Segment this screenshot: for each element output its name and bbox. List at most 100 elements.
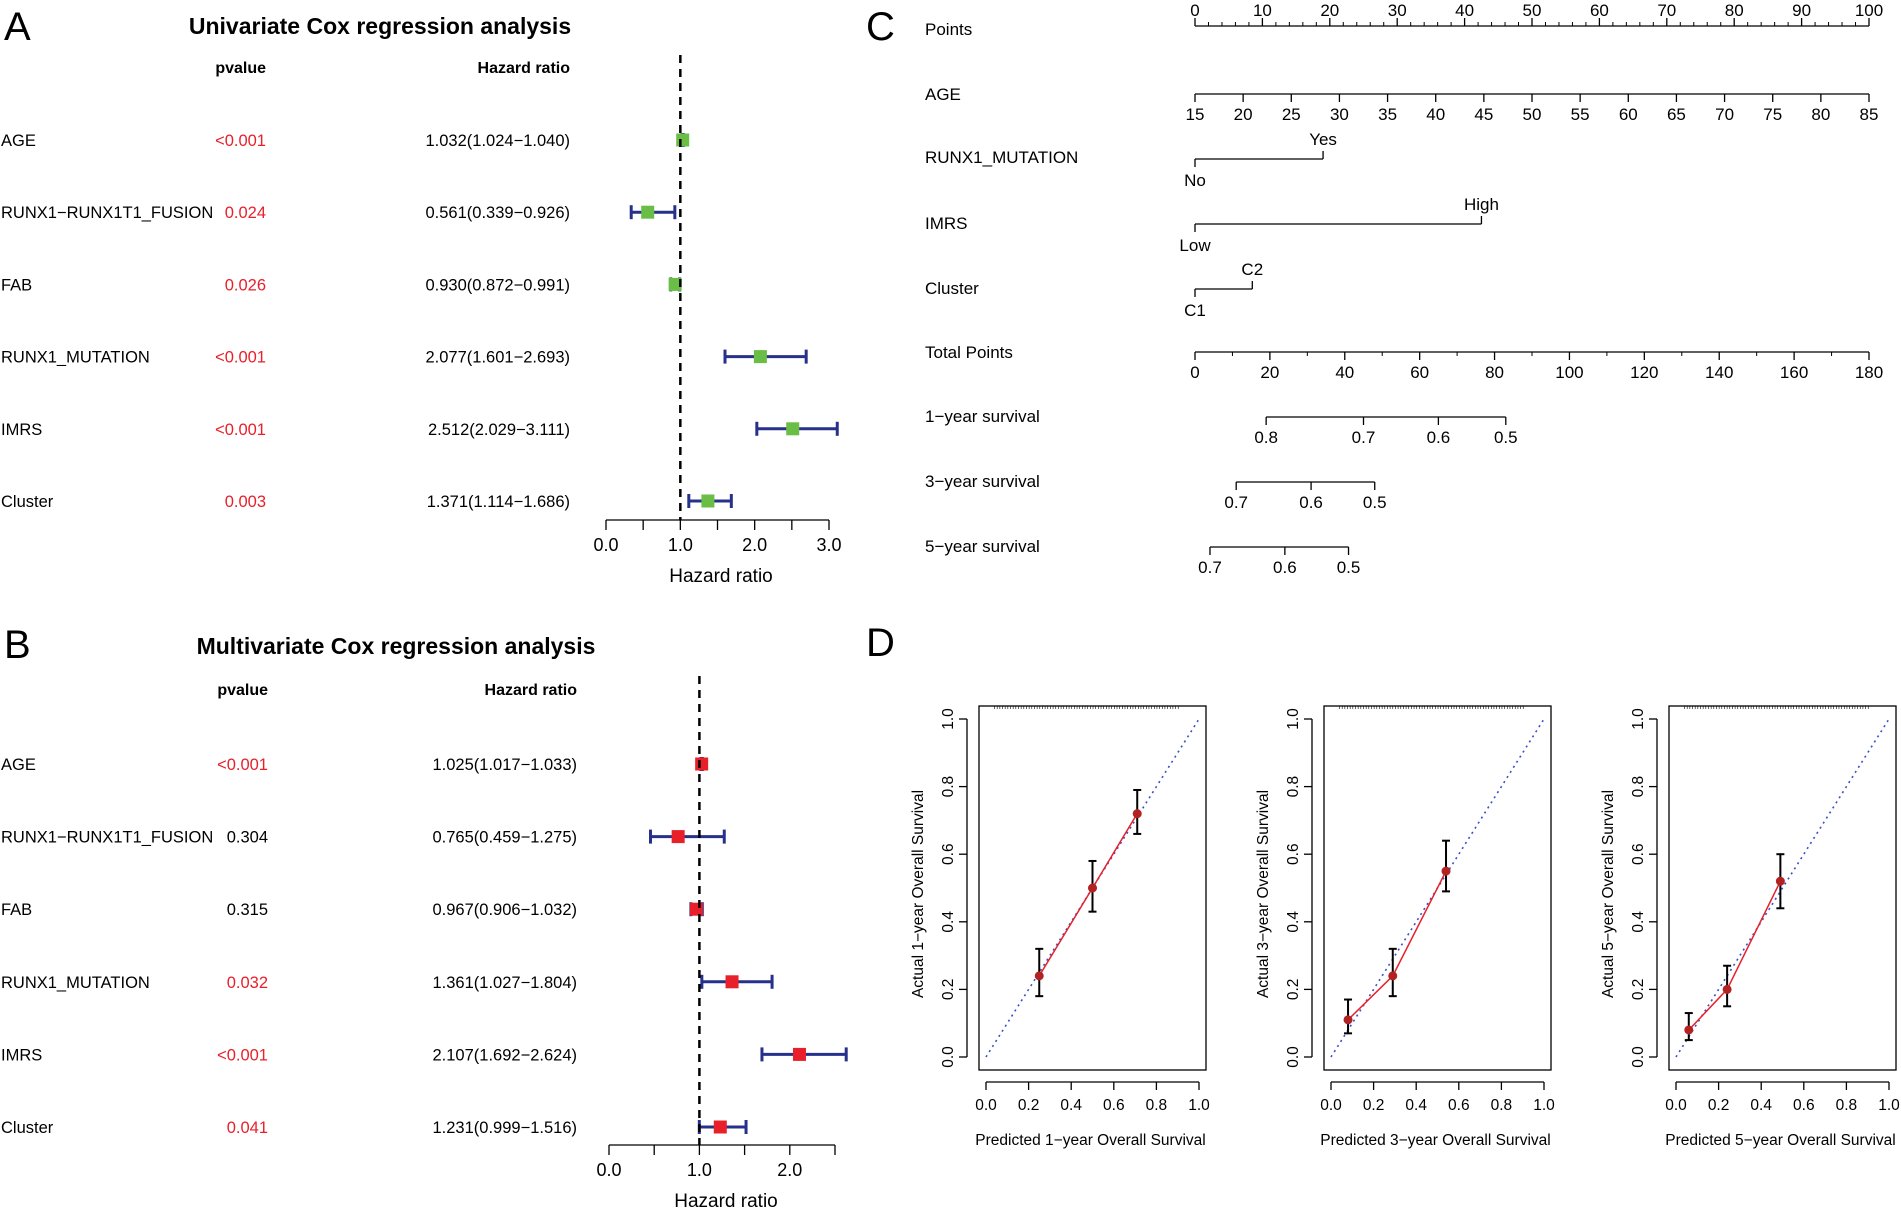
y-tick-label: 0.2 — [1285, 979, 1302, 1001]
age-tick-label: 60 — [1619, 105, 1638, 124]
total-points-tick-label: 0 — [1190, 363, 1199, 382]
calibration-point — [1441, 866, 1451, 876]
survival-label: 5−year survival — [925, 537, 1040, 556]
x-tick-label: 0.0 — [1665, 1097, 1687, 1114]
x-axis-title: Hazard ratio — [669, 566, 773, 587]
hr-marker — [701, 494, 715, 508]
age-tick-label: 30 — [1330, 105, 1349, 124]
row-hazard-ratio: 2.512(2.029−3.111) — [428, 421, 570, 439]
x-tick-label: 1.0 — [1188, 1097, 1210, 1114]
ideal-line — [1675, 718, 1890, 1058]
y-tick-label: 0.8 — [1630, 776, 1647, 798]
hr-marker — [689, 902, 703, 916]
row-hazard-ratio: 2.107(1.692−2.624) — [433, 1046, 578, 1064]
hazard-ratio-header: Hazard ratio — [485, 682, 578, 699]
age-tick-label: 50 — [1523, 105, 1542, 124]
points-tick-label: 60 — [1590, 1, 1609, 20]
hr-marker — [668, 277, 682, 291]
y-axis-title: Actual 1−year Overall Survival — [910, 790, 927, 998]
y-tick-label: 1.0 — [1630, 708, 1647, 730]
category-level-label: Low — [1179, 236, 1211, 255]
y-tick-label: 0.4 — [1285, 911, 1302, 933]
survival-tick-label: 0.5 — [1494, 428, 1518, 447]
x-tick-label: 0.8 — [1491, 1097, 1513, 1114]
row-label: IMRS — [1, 1046, 42, 1064]
panel-a-title: Univariate Cox regression analysis — [189, 13, 571, 39]
x-tick-label: 1.0 — [687, 1160, 712, 1180]
row-label: RUNX1−RUNX1T1_FUSION — [1, 204, 213, 222]
x-tick-label: 3.0 — [816, 535, 841, 555]
hazard-ratio-header: Hazard ratio — [478, 60, 571, 77]
calibration-point — [1132, 809, 1142, 819]
x-tick-label: 2.0 — [777, 1160, 802, 1180]
points-label: Points — [925, 20, 972, 39]
calibration-plot-box — [978, 705, 1207, 1071]
nomogram-row-label: RUNX1_MUTATION — [925, 148, 1078, 167]
calibration-fit-line — [1688, 880, 1782, 1031]
total-points-tick-label: 160 — [1780, 363, 1808, 382]
survival-tick-label: 0.7 — [1224, 493, 1248, 512]
calibration-point — [1775, 876, 1785, 886]
y-tick-label: 0.2 — [1630, 979, 1647, 1001]
y-tick-label: 0.6 — [940, 843, 957, 865]
x-tick-label: 0.6 — [1103, 1097, 1125, 1114]
category-level-label: Yes — [1309, 130, 1337, 149]
survival-tick-label: 0.7 — [1198, 558, 1222, 577]
hr-marker — [792, 1047, 806, 1061]
y-axis-title: Actual 5−year Overall Survival — [1600, 790, 1617, 998]
total-points-tick-label: 120 — [1630, 363, 1658, 382]
calibration-point — [1684, 1025, 1694, 1035]
age-tick-label: 35 — [1378, 105, 1397, 124]
hr-marker — [713, 1120, 727, 1134]
survival-label: 3−year survival — [925, 472, 1040, 491]
points-tick-label: 20 — [1320, 1, 1339, 20]
y-tick-label: 1.0 — [1285, 708, 1302, 730]
x-tick-label: 0.0 — [596, 1160, 621, 1180]
row-pvalue: <0.001 — [215, 349, 266, 367]
total-points-tick-label: 100 — [1555, 363, 1583, 382]
points-tick-label: 80 — [1725, 1, 1744, 20]
row-hazard-ratio: 0.967(0.906−1.032) — [433, 901, 578, 919]
x-tick-label: 0.0 — [975, 1097, 997, 1114]
x-axis-title: Predicted 5−year Overall Survival — [1665, 1132, 1895, 1149]
y-tick-label: 0.0 — [1630, 1046, 1647, 1068]
y-tick-label: 0.0 — [940, 1046, 957, 1068]
row-pvalue: 0.315 — [227, 901, 268, 919]
x-tick-label: 0.4 — [1750, 1097, 1772, 1114]
x-tick-label: 0.2 — [1363, 1097, 1385, 1114]
panel-letter-d: D — [866, 621, 895, 665]
row-pvalue: 0.026 — [225, 276, 266, 294]
y-tick-label: 0.6 — [1630, 843, 1647, 865]
hr-marker — [753, 350, 767, 364]
hr-marker — [671, 830, 685, 844]
x-axis-title: Hazard ratio — [674, 1191, 778, 1212]
calibration-point — [1034, 971, 1044, 981]
row-label: Cluster — [1, 493, 54, 511]
age-label: AGE — [925, 85, 961, 104]
row-pvalue: 0.003 — [225, 493, 266, 511]
panel-letter-b: B — [4, 623, 31, 667]
hr-marker — [641, 205, 655, 219]
x-tick-label: 0.0 — [593, 535, 618, 555]
panel-letter-a: A — [4, 5, 31, 49]
row-pvalue: <0.001 — [217, 1046, 268, 1064]
survival-tick-label: 0.6 — [1427, 428, 1451, 447]
row-pvalue: <0.001 — [217, 756, 268, 774]
row-pvalue: 0.024 — [225, 204, 266, 222]
x-tick-label: 0.2 — [1708, 1097, 1730, 1114]
row-label: IMRS — [1, 421, 42, 439]
row-pvalue: 0.304 — [227, 829, 268, 847]
row-hazard-ratio: 0.561(0.339−0.926) — [426, 204, 571, 222]
row-label: Cluster — [1, 1119, 54, 1137]
hr-marker — [695, 757, 709, 771]
calibration-fit-line — [1347, 870, 1447, 1021]
calibration-point — [1388, 971, 1398, 981]
survival-tick-label: 0.5 — [1363, 493, 1387, 512]
x-tick-label: 0.8 — [1836, 1097, 1858, 1114]
row-hazard-ratio: 0.930(0.872−0.991) — [426, 276, 571, 294]
panel-b-title: Multivariate Cox regression analysis — [197, 633, 596, 659]
age-tick-label: 15 — [1186, 105, 1205, 124]
row-label: RUNX1−RUNX1T1_FUSION — [1, 829, 213, 847]
row-label: FAB — [1, 901, 32, 919]
